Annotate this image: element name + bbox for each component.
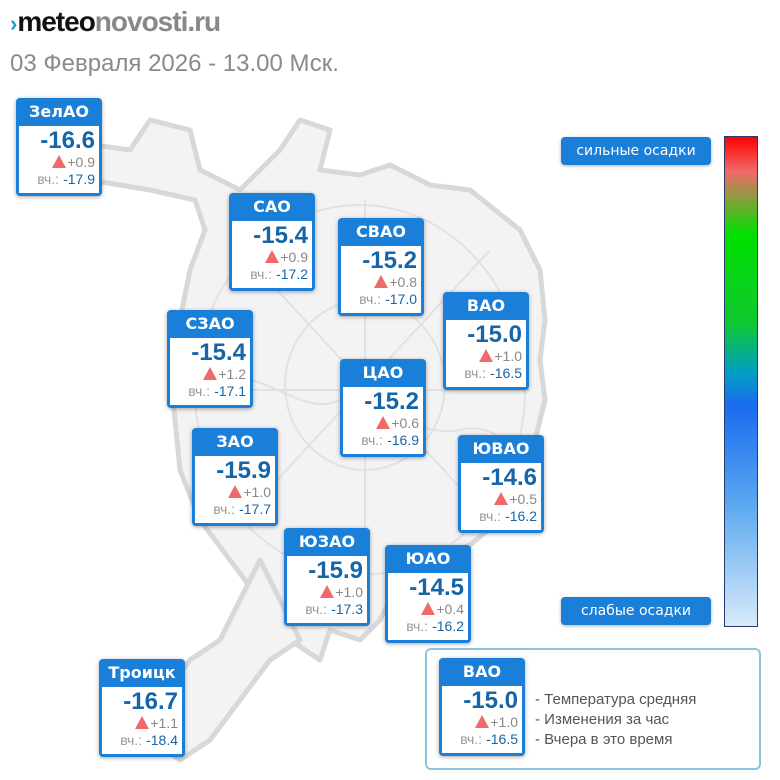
temperature: -15.4 [191,339,246,366]
increase-triangle-icon [494,492,509,505]
increase-triangle-icon [376,416,391,429]
logo: ›meteonovosti.ru [10,6,221,37]
yesterday-temp: -17.1 [214,383,246,399]
yesterday-temp: -17.3 [331,601,363,617]
district-card: СВАО -15.2 +0.8 вч.: -17.0 [338,218,424,316]
district-card: ЗАО -15.9 +1.0 вч.: -17.7 [192,428,278,526]
increase-triangle-icon [374,275,389,288]
temperature: -16.7 [123,688,178,715]
district-card: Троицк -16.7 +1.1 вч.: -18.4 [99,659,185,757]
district-name: ЦАО [362,363,404,382]
hourly-change: +1.0 [494,348,522,364]
increase-triangle-icon [475,715,490,728]
hourly-change: +1.2 [218,366,246,382]
increase-triangle-icon [203,367,218,380]
legend-sample-card: ВАО -15.0 +1.0 вч.: -16.5 [439,658,525,756]
district-card: СЗАО -15.4 +1.2 вч.: -17.1 [167,310,253,408]
district-name: ЗАО [216,432,254,451]
temperature: -16.6 [40,127,95,154]
temperature: -15.9 [308,557,363,584]
temperature: -15.2 [364,388,419,415]
increase-triangle-icon [479,349,494,362]
increase-triangle-icon [265,250,280,263]
increase-triangle-icon [228,485,243,498]
district-name: ЮАО [405,549,451,568]
yesterday-temp: -16.2 [432,618,464,634]
temperature: -15.0 [467,321,522,348]
legend-line-temp: - Температура средняя [535,691,697,708]
district-name: СВАО [356,222,406,241]
district-card: ЮАО -14.5 +0.4 вч.: -16.2 [385,545,471,643]
hourly-change: +0.9 [280,249,308,265]
yesterday-temp: -17.2 [276,266,308,282]
district-name: САО [253,197,291,216]
date-time: 03 Февраля 2026 - 13.00 Мск. [10,50,339,77]
district-name: ВАО [466,296,506,315]
yesterday-temp: -17.7 [239,501,271,517]
heavy-precip-label: сильные осадки [561,137,711,165]
hourly-change: +0.8 [389,274,417,290]
temperature: -15.4 [253,222,308,249]
district-card: ВАО -15.0 +1.0 вч.: -16.5 [443,292,529,390]
district-card: САО -15.4 +0.9 вч.: -17.2 [229,193,315,291]
precipitation-color-scale [724,136,758,627]
yesterday-temp: -16.5 [490,365,522,381]
yesterday-temp: -16.2 [505,508,537,524]
light-precip-label: слабые осадки [561,597,711,625]
hourly-change: +0.6 [391,415,419,431]
yesterday-temp: -17.0 [385,291,417,307]
district-card: ЗелАО -16.6 +0.9 вч.: -17.9 [16,98,102,196]
increase-triangle-icon [135,716,150,729]
temperature: -14.6 [482,464,537,491]
legend-line-yesterday: - Вчера в это время [535,731,673,748]
district-card: ЮЗАО -15.9 +1.0 вч.: -17.3 [284,528,370,626]
temperature: -15.2 [362,247,417,274]
district-card: ЮВАО -14.6 +0.5 вч.: -16.2 [458,435,544,533]
hourly-change: +1.1 [150,715,178,731]
district-name: ЮЗАО [298,532,356,551]
district-card: ЦАО -15.2 +0.6 вч.: -16.9 [340,359,426,457]
logo-chevron-icon: › [10,11,17,36]
yesterday-temp: -16.9 [387,432,419,448]
hourly-change: +0.5 [509,491,537,507]
increase-triangle-icon [52,155,67,168]
yesterday-temp: -18.4 [146,732,178,748]
temperature: -15.9 [216,457,271,484]
increase-triangle-icon [421,602,436,615]
hourly-change: +0.9 [67,154,95,170]
legend-box: ВАО -15.0 +1.0 вч.: -16.5 - Температура с… [425,648,761,770]
district-name: ЗелАО [29,102,89,121]
temperature: -14.5 [409,574,464,601]
hourly-change: +1.0 [243,484,271,500]
hourly-change: +1.0 [335,584,363,600]
legend-line-change: - Изменения за час [535,711,670,728]
district-name: ЮВАО [472,439,530,458]
yesterday-temp: -17.9 [63,171,95,187]
hourly-change: +0.4 [436,601,464,617]
district-name: Троицк [108,663,176,682]
increase-triangle-icon [320,585,335,598]
district-name: СЗАО [185,314,235,333]
